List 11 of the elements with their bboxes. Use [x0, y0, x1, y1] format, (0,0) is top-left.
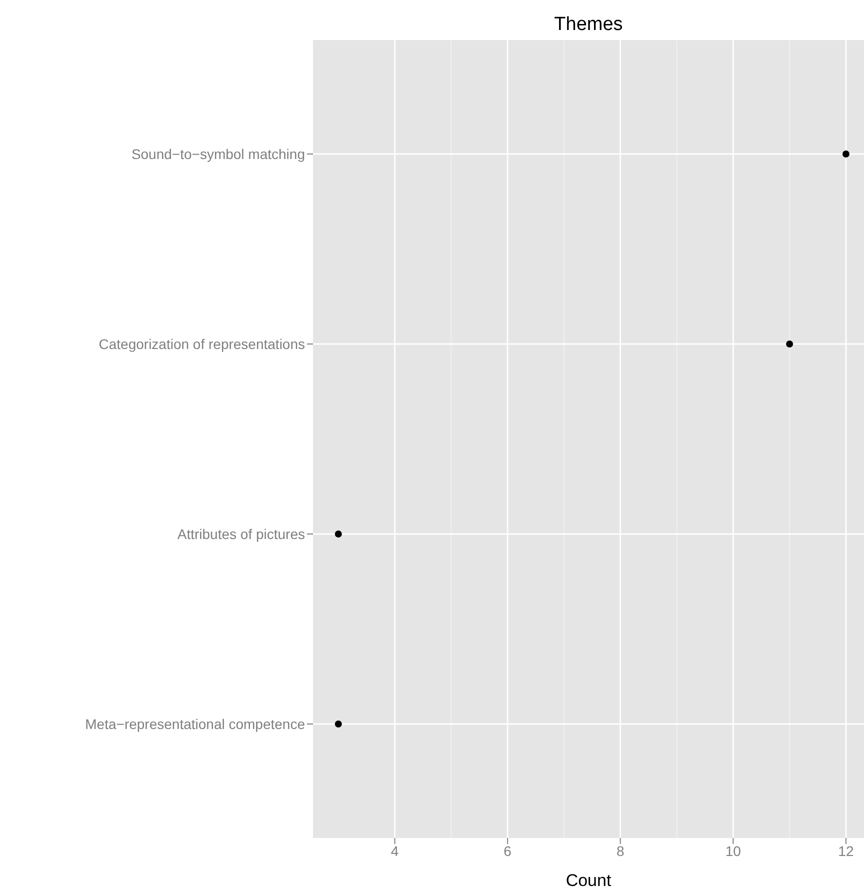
chart-title: Themes: [553, 14, 624, 36]
x-tick-label: 4: [390, 842, 399, 859]
x-tick-label: 10: [725, 842, 742, 859]
x-tick-label: 12: [838, 842, 854, 859]
x-axis-title: Count: [566, 871, 612, 890]
y-tick-label: Meta−representational competence: [85, 716, 306, 732]
x-tick-label: 8: [616, 842, 624, 859]
y-tick-label: Categorization of representations: [98, 336, 305, 352]
y-tick-label: Attributes of pictures: [177, 526, 305, 542]
x-tick-label: 6: [504, 842, 512, 859]
y-tick-label: Sound−to−symbol matching: [131, 146, 305, 162]
